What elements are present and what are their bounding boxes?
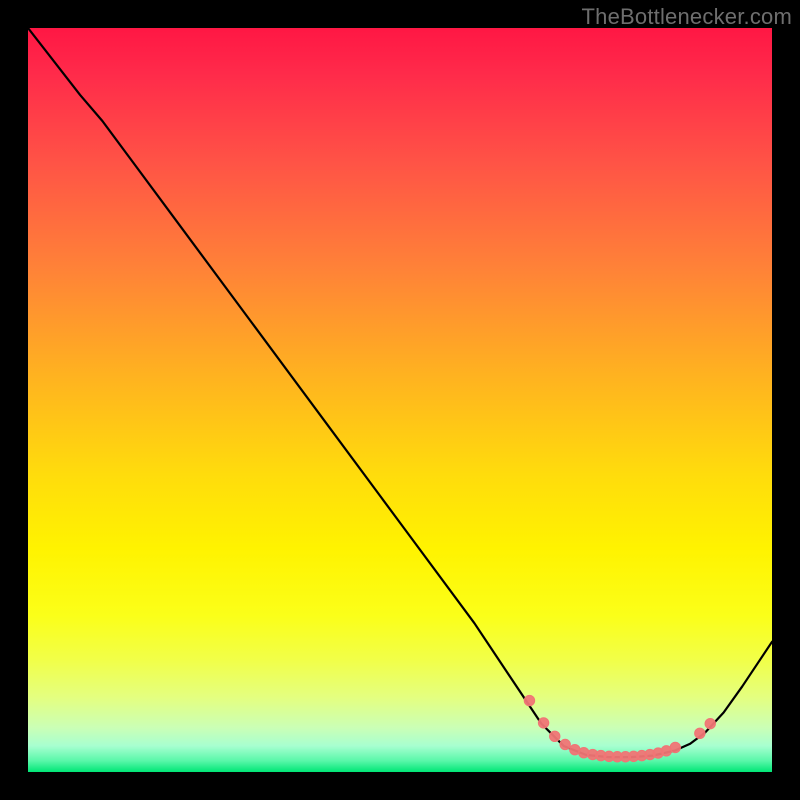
plot-area xyxy=(28,28,772,772)
curve-marker xyxy=(524,695,534,705)
curve-marker xyxy=(705,718,715,728)
watermark-text: TheBottlenecker.com xyxy=(582,4,792,30)
curve-marker xyxy=(550,731,560,741)
stage: TheBottlenecker.com xyxy=(0,0,800,800)
chart-svg xyxy=(28,28,772,772)
gradient-background xyxy=(28,28,772,772)
curve-marker xyxy=(538,718,548,728)
curve-marker xyxy=(560,739,570,749)
curve-marker xyxy=(670,742,680,752)
curve-marker xyxy=(695,728,705,738)
